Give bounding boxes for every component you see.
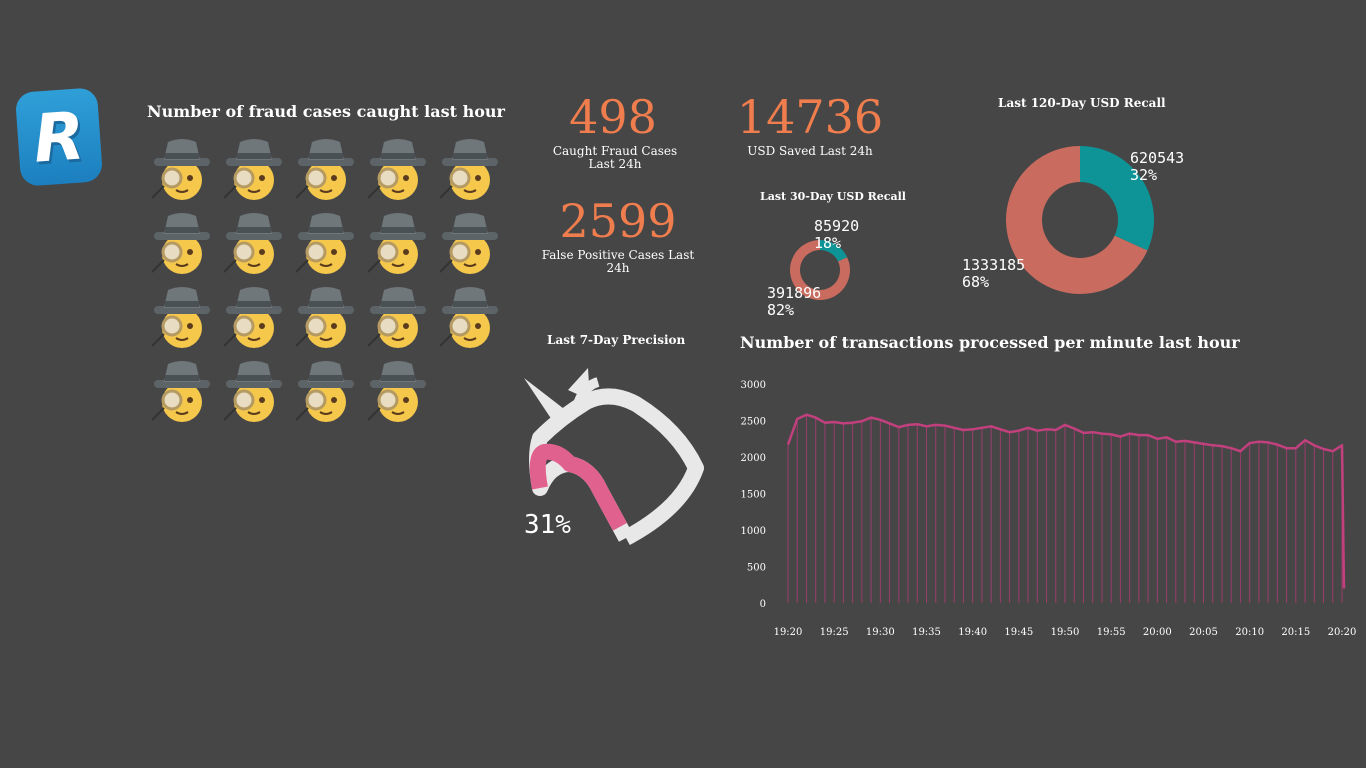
recall-30-title: Last 30-Day USD Recall bbox=[760, 190, 906, 203]
detective-icon bbox=[146, 358, 214, 430]
usd-saved-value: 14736 bbox=[736, 90, 884, 144]
recall-120-slice-missed bbox=[1006, 146, 1148, 294]
fraud-cases-hour-title: Number of fraud cases caught last hour bbox=[147, 102, 505, 121]
detective-icon bbox=[362, 358, 430, 430]
recall-30-missed-pct: 82% bbox=[767, 301, 795, 319]
x-tick-label: 19:50 bbox=[1051, 627, 1080, 638]
x-tick-label: 19:35 bbox=[912, 627, 941, 638]
transactions-line-chart: 0 500 1000 1500 2000 2500 3000 19:20 19:25 19:30 1… bbox=[741, 380, 1357, 638]
recall-30-caught-pct: 18% bbox=[814, 234, 842, 252]
recall-30-slice-missed bbox=[790, 240, 850, 300]
y-tick-label: 500 bbox=[747, 563, 766, 574]
x-tick-label: 20:15 bbox=[1281, 627, 1310, 638]
detective-icon bbox=[146, 284, 214, 356]
usd-saved-caption: USD Saved Last 24h bbox=[747, 144, 873, 158]
y-tick-label: 3000 bbox=[741, 380, 766, 391]
y-tick-label: 0 bbox=[760, 599, 766, 610]
detective-icon bbox=[218, 358, 286, 430]
x-tick-label: 19:25 bbox=[820, 627, 849, 638]
recall-120-slice-caught bbox=[1080, 146, 1154, 251]
detective-icon bbox=[146, 136, 214, 208]
precision-title: Last 7-Day Precision bbox=[547, 333, 686, 347]
x-tick-label: 19:55 bbox=[1097, 627, 1126, 638]
x-tick-label: 19:20 bbox=[774, 627, 803, 638]
recall-120-missed-value: 1333185 bbox=[962, 256, 1026, 274]
caught-cases-value: 498 bbox=[569, 90, 657, 144]
recall-30-caught-value: 85920 bbox=[814, 217, 860, 235]
y-tick-label: 1000 bbox=[741, 526, 766, 537]
x-tick-label: 19:40 bbox=[958, 627, 987, 638]
unicorn-icon bbox=[524, 368, 704, 546]
detective-icon bbox=[146, 210, 214, 282]
false-positive-caption: False Positive Cases Last 24h bbox=[541, 248, 695, 275]
detective-icon bbox=[218, 284, 286, 356]
recall-30-caught-label: 85920 18% bbox=[814, 218, 859, 252]
transactions-series-line bbox=[786, 413, 1346, 589]
detective-icon bbox=[434, 136, 502, 208]
detective-icon bbox=[290, 210, 358, 282]
detective-icon bbox=[434, 210, 502, 282]
x-tick-label: 20:20 bbox=[1328, 627, 1357, 638]
detective-icon bbox=[434, 284, 502, 356]
detective-icon bbox=[362, 210, 430, 282]
precision-value: 31% bbox=[524, 510, 571, 540]
recall-30-slice-caught bbox=[820, 240, 848, 262]
recall-120-caught-label: 620543 32% bbox=[1130, 150, 1184, 184]
x-tick-label: 19:30 bbox=[866, 627, 895, 638]
caught-cases-caption: Caught Fraud Cases Last 24h bbox=[552, 144, 678, 171]
recall-30-missed-label: 391896 82% bbox=[767, 285, 821, 319]
detective-icon bbox=[290, 136, 358, 208]
y-tick-label: 1500 bbox=[741, 490, 766, 501]
y-tick-label: 2000 bbox=[741, 453, 766, 464]
recall-120-missed-label: 1333185 68% bbox=[962, 257, 1025, 291]
detective-icon bbox=[218, 210, 286, 282]
recall-30-missed-value: 391896 bbox=[767, 284, 822, 302]
recall-120-missed-pct: 68% bbox=[962, 273, 990, 291]
recall-120-caught-value: 620543 bbox=[1130, 149, 1185, 167]
revolut-logo: R bbox=[14, 87, 104, 187]
y-tick-label: 2500 bbox=[741, 417, 766, 428]
x-tick-label: 20:00 bbox=[1143, 627, 1172, 638]
recall-30-donut bbox=[790, 240, 850, 300]
precision-fill bbox=[529, 443, 634, 542]
detective-icon bbox=[362, 284, 430, 356]
detective-icon bbox=[290, 358, 358, 430]
false-positive-value: 2599 bbox=[559, 194, 677, 248]
x-tick-label: 20:10 bbox=[1235, 627, 1264, 638]
detective-icon bbox=[362, 136, 430, 208]
detective-icon bbox=[218, 136, 286, 208]
recall-120-donut bbox=[1006, 146, 1154, 294]
x-tick-label: 19:45 bbox=[1004, 627, 1033, 638]
transactions-title: Number of transactions processed per min… bbox=[740, 333, 1240, 352]
detective-icon bbox=[290, 284, 358, 356]
x-tick-label: 20:05 bbox=[1189, 627, 1218, 638]
recall-120-caught-pct: 32% bbox=[1130, 166, 1158, 184]
logo-letter: R bbox=[30, 96, 88, 178]
recall-120-title: Last 120-Day USD Recall bbox=[998, 96, 1166, 110]
